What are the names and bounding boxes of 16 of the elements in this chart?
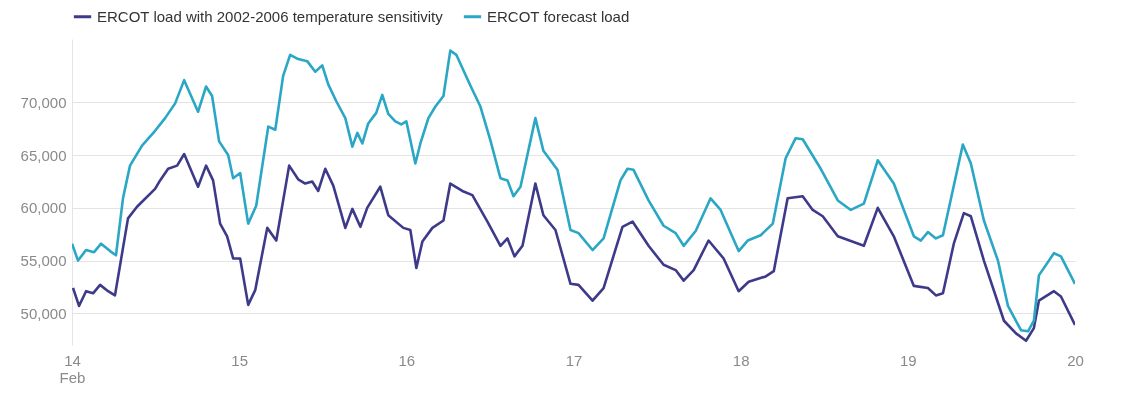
x-tick-label: 20 (1067, 351, 1084, 369)
y-tick-label: 70,000 (20, 93, 67, 111)
legend-label: ERCOT forecast load (487, 7, 630, 25)
line-series (72, 152, 1075, 343)
x-tick-label: 18 (732, 351, 750, 369)
x-tick-label: 15 (231, 351, 249, 369)
y-tick-label: 60,000 (20, 199, 67, 217)
line-series (72, 49, 1075, 333)
x-tick-label: 19 (899, 351, 917, 369)
x-tick-label: 14 Feb (59, 351, 86, 386)
y-tick-label: 55,000 (20, 252, 67, 270)
x-tick-label: 17 (565, 351, 583, 369)
y-tick-label: 65,000 (20, 146, 67, 164)
legend-label: ERCOT load with 2002-2006 temperature sensitivity (97, 7, 444, 25)
x-tick-label: 16 (398, 351, 416, 369)
y-tick-label: 50,000 (20, 304, 67, 322)
